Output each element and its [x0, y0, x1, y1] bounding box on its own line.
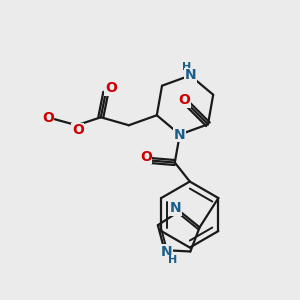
Text: N: N	[170, 201, 181, 215]
Text: H: H	[182, 62, 191, 73]
Text: O: O	[140, 149, 152, 164]
Text: O: O	[178, 94, 190, 107]
Text: N: N	[174, 128, 186, 142]
Text: O: O	[72, 123, 84, 137]
Text: O: O	[105, 81, 117, 95]
Text: N: N	[184, 68, 196, 83]
Text: N: N	[161, 245, 172, 259]
Text: H: H	[168, 255, 177, 265]
Text: O: O	[42, 111, 54, 125]
